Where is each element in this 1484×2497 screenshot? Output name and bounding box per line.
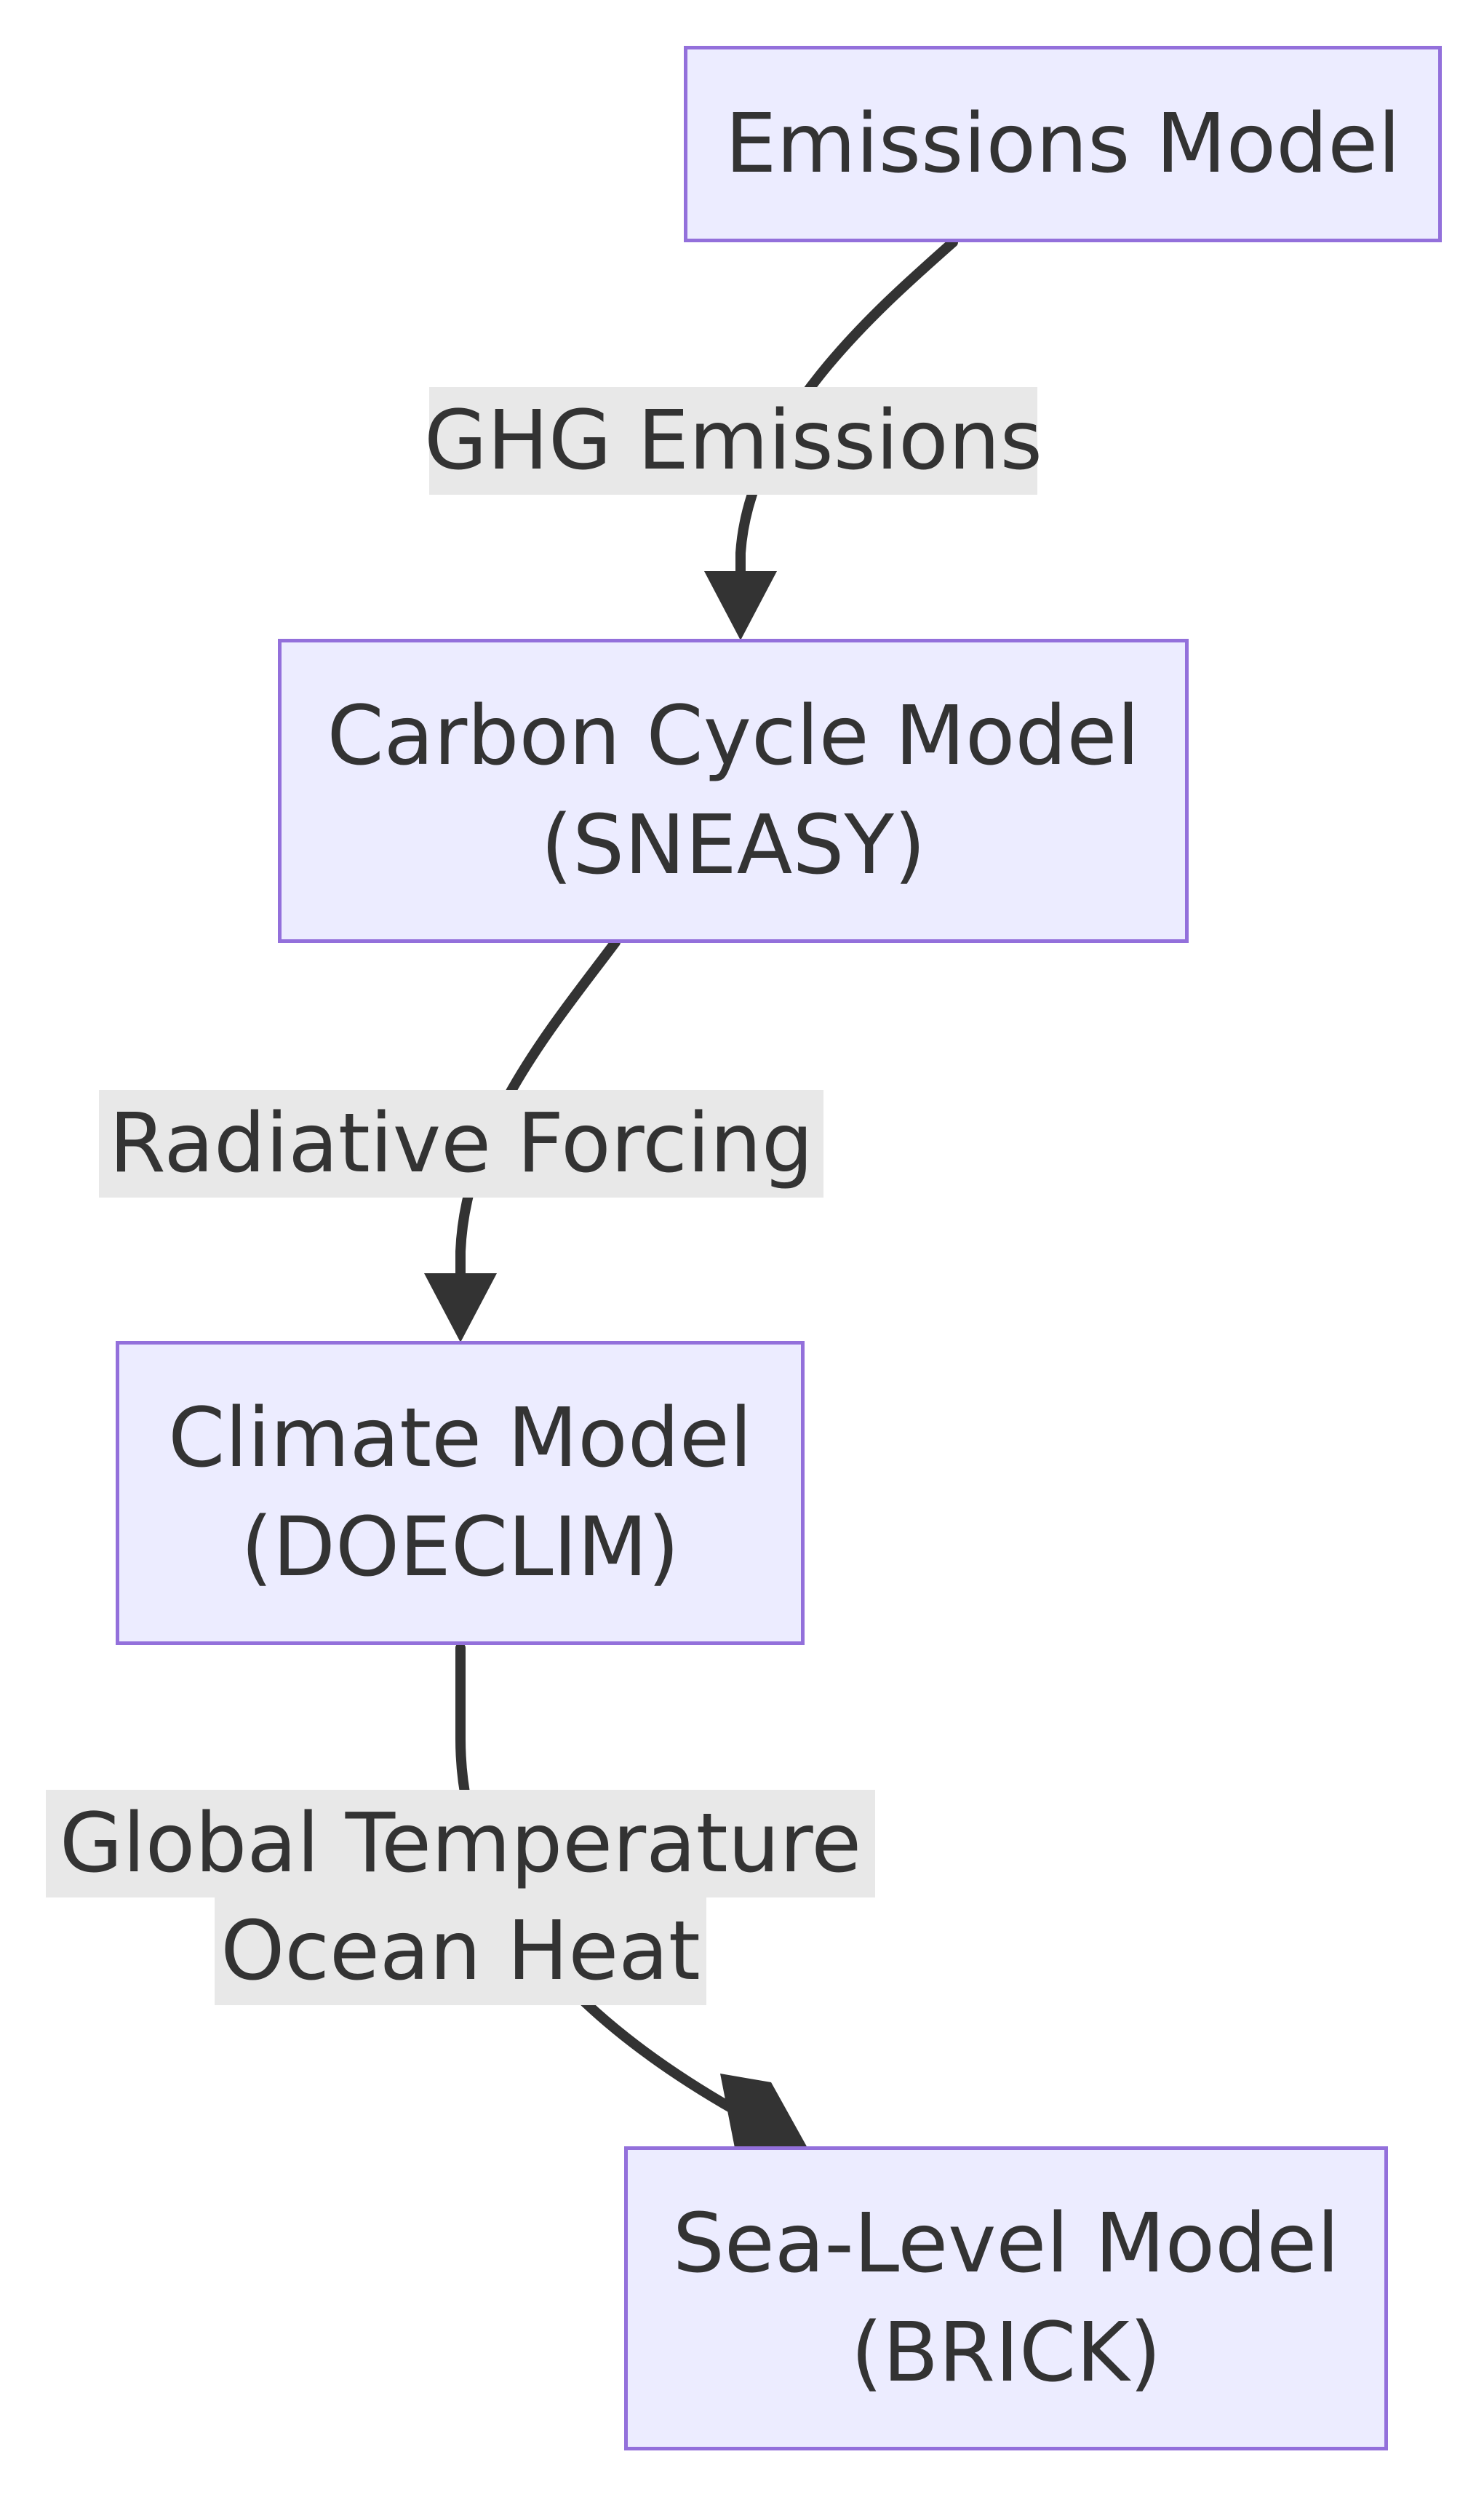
node-carbon-cycle-model: Carbon Cycle Model (SNEASY) [278, 639, 1189, 943]
node-carbon-cycle-model-subtitle: (SNEASY) [540, 798, 926, 893]
edge-label-radiative-forcing: Radiative Forcing [99, 1090, 823, 1198]
arrowhead-carbon-to-climate [424, 1273, 497, 1342]
node-climate-model: Climate Model (DOECLIM) [116, 1341, 805, 1645]
node-carbon-cycle-model-title: Carbon Cycle Model [327, 689, 1140, 784]
node-sea-level-model: Sea-Level Model (BRICK) [624, 2146, 1388, 2450]
edge-label-temperature-heat: Global Temperature Ocean Heat [46, 1790, 875, 2005]
edge-label-ocean-heat-text: Ocean Heat [215, 1897, 706, 2005]
edge-label-ghg-emissions-text: GHG Emissions [423, 394, 1043, 488]
edge-label-ghg-emissions: GHG Emissions [424, 387, 1042, 495]
arrowhead-emissions-to-carbon [704, 571, 777, 640]
node-climate-model-subtitle: (DOECLIM) [241, 1500, 679, 1595]
node-emissions-model: Emissions Model [684, 46, 1442, 242]
edge-label-radiative-forcing-text: Radiative Forcing [109, 1096, 813, 1191]
edge-label-global-temperature-text: Global Temperature [46, 1790, 875, 1897]
node-sea-level-model-title: Sea-Level Model [672, 2197, 1340, 2291]
arrowhead-climate-to-sealevel [720, 2074, 807, 2148]
node-emissions-model-label: Emissions Model [725, 97, 1401, 191]
node-sea-level-model-subtitle: (BRICK) [850, 2306, 1162, 2400]
edge-emissions-to-carbon [735, 237, 958, 587]
node-climate-model-title: Climate Model [168, 1391, 752, 1486]
edge-carbon-to-climate [455, 937, 621, 1286]
